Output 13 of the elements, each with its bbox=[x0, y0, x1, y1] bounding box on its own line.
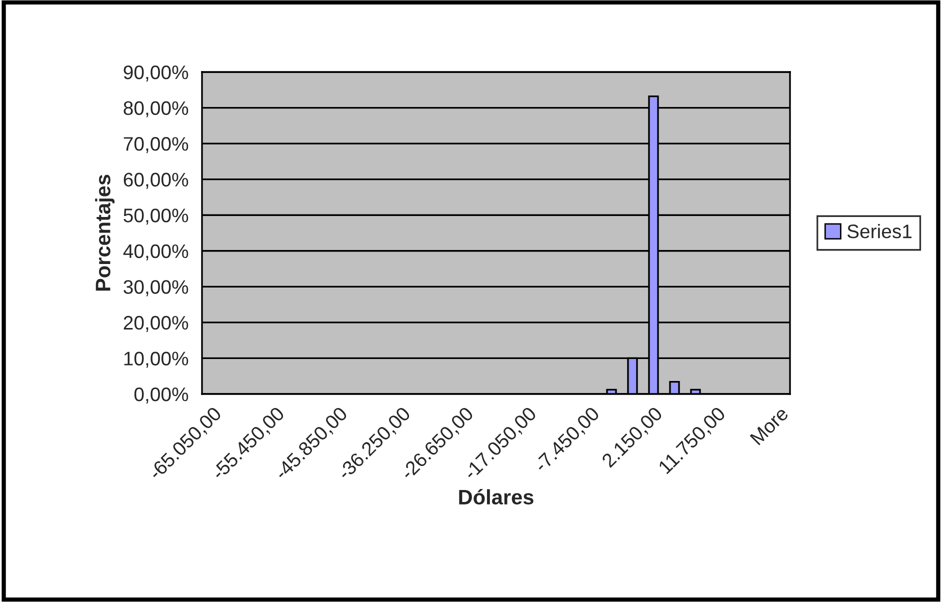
y-axis-title: Porcentajes bbox=[95, 174, 115, 291]
y-tick-label: 20,00% bbox=[124, 316, 188, 332]
legend-label: Series1 bbox=[847, 224, 912, 238]
y-tick-label: 40,00% bbox=[123, 244, 188, 260]
y-tick-label: 30,00% bbox=[124, 280, 188, 296]
y-tick-label: 10,00% bbox=[124, 352, 188, 368]
y-tick-label: 70,00% bbox=[124, 137, 188, 154]
y-tick-label: 50,00% bbox=[124, 208, 188, 225]
y-tick-label: 90,00% bbox=[124, 65, 188, 82]
y-tick-label: 80,00% bbox=[124, 101, 188, 118]
y-tick-label: 60,00% bbox=[124, 172, 188, 189]
y-tick-label: 0,00% bbox=[134, 387, 188, 404]
x-axis-title: Dólares bbox=[459, 489, 534, 505]
